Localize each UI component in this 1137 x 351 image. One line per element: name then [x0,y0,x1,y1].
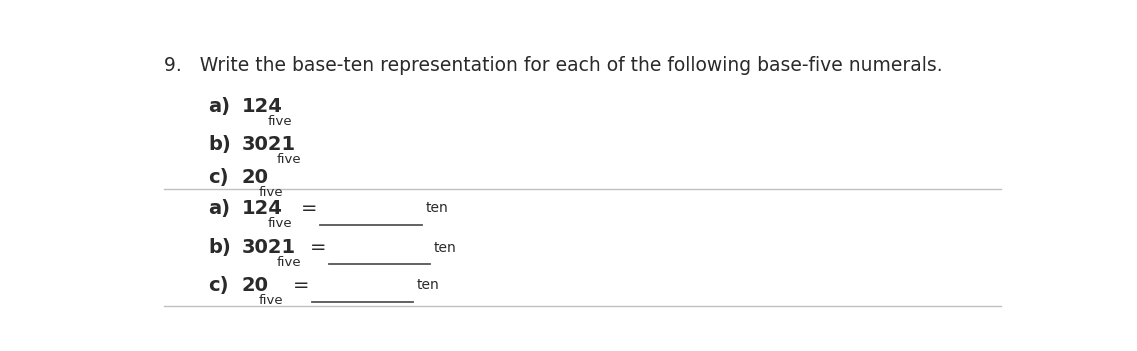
Text: c): c) [208,276,229,295]
Text: five: five [267,115,292,128]
Text: five: five [276,256,301,269]
Text: =: = [301,199,317,218]
Text: five: five [276,153,301,166]
Text: five: five [267,217,292,230]
Text: a): a) [208,199,230,218]
Text: 9.   Write the base-ten representation for each of the following base-five numer: 9. Write the base-ten representation for… [164,56,943,75]
Text: 20: 20 [242,168,268,187]
Text: 124: 124 [242,98,283,117]
Text: 124: 124 [242,199,283,218]
Text: c): c) [208,168,229,187]
Text: ten: ten [425,201,448,215]
Text: b): b) [208,238,231,257]
Text: five: five [259,186,283,199]
Text: 20: 20 [242,276,268,295]
Text: five: five [259,294,283,307]
Text: ten: ten [434,240,457,254]
Text: 3021: 3021 [242,238,296,257]
Text: ten: ten [416,278,439,292]
Text: =: = [292,276,309,295]
Text: b): b) [208,135,231,154]
Text: =: = [309,238,326,257]
Text: a): a) [208,98,230,117]
Text: 3021: 3021 [242,135,296,154]
